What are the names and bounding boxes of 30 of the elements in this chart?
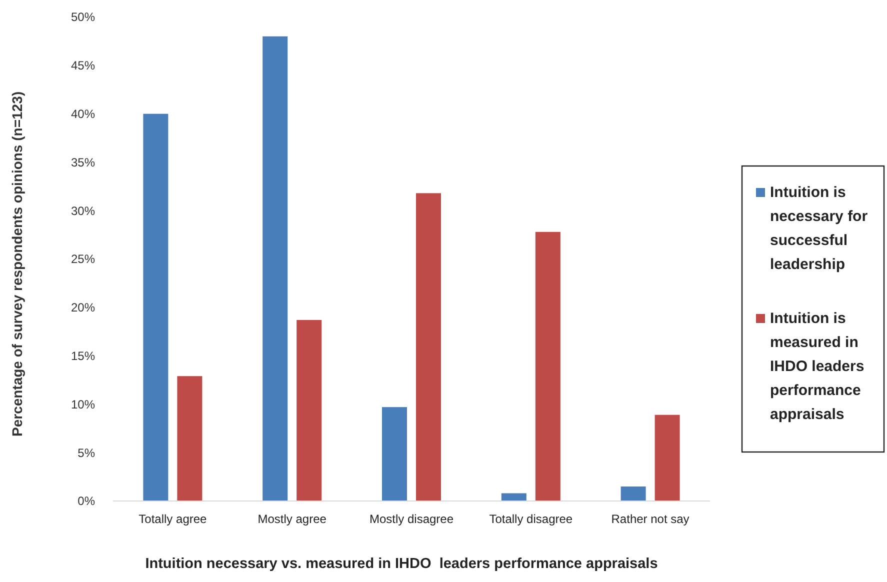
- x-tick-label: Mostly disagree: [369, 512, 454, 526]
- y-tick-label: 35%: [70, 155, 96, 170]
- bar: [143, 114, 168, 501]
- bar: [382, 407, 407, 501]
- x-axis-title: Intuition necessary vs. measured in IHDO leaders performance appraisals: [145, 556, 658, 572]
- y-tick-label: 5%: [78, 446, 96, 460]
- bar: [296, 320, 322, 501]
- bar: [416, 193, 441, 501]
- bar: [501, 493, 526, 501]
- x-tick-label: Mostly agree: [258, 512, 327, 526]
- y-tick-label: 40%: [70, 107, 96, 121]
- bar: [535, 232, 560, 501]
- x-tick-label: Rather not say: [611, 512, 690, 526]
- bar: [620, 486, 646, 501]
- y-axis-title: Percentage of survey respondents opinions (n=123): [9, 91, 25, 437]
- x-tick-label: Totally disagree: [489, 512, 573, 526]
- bar: [177, 376, 202, 501]
- legend-label: Intuition is necessary for successful leadership: [770, 184, 868, 273]
- legend-label: Intuition is measured in IHDO leaders performance appraisals: [770, 310, 864, 423]
- y-tick-label: 0%: [78, 494, 96, 508]
- y-tick-label: 15%: [70, 349, 96, 363]
- x-tick-label: Totally agree: [138, 512, 208, 526]
- y-tick-label: 30%: [70, 204, 96, 218]
- y-tick-label: 10%: [70, 397, 96, 412]
- y-tick-label: 45%: [70, 58, 96, 73]
- bar: [262, 36, 288, 501]
- bar: [654, 414, 680, 501]
- y-tick-label: 50%: [70, 10, 96, 24]
- y-tick-label: 20%: [70, 300, 96, 315]
- y-tick-label: 25%: [70, 252, 96, 266]
